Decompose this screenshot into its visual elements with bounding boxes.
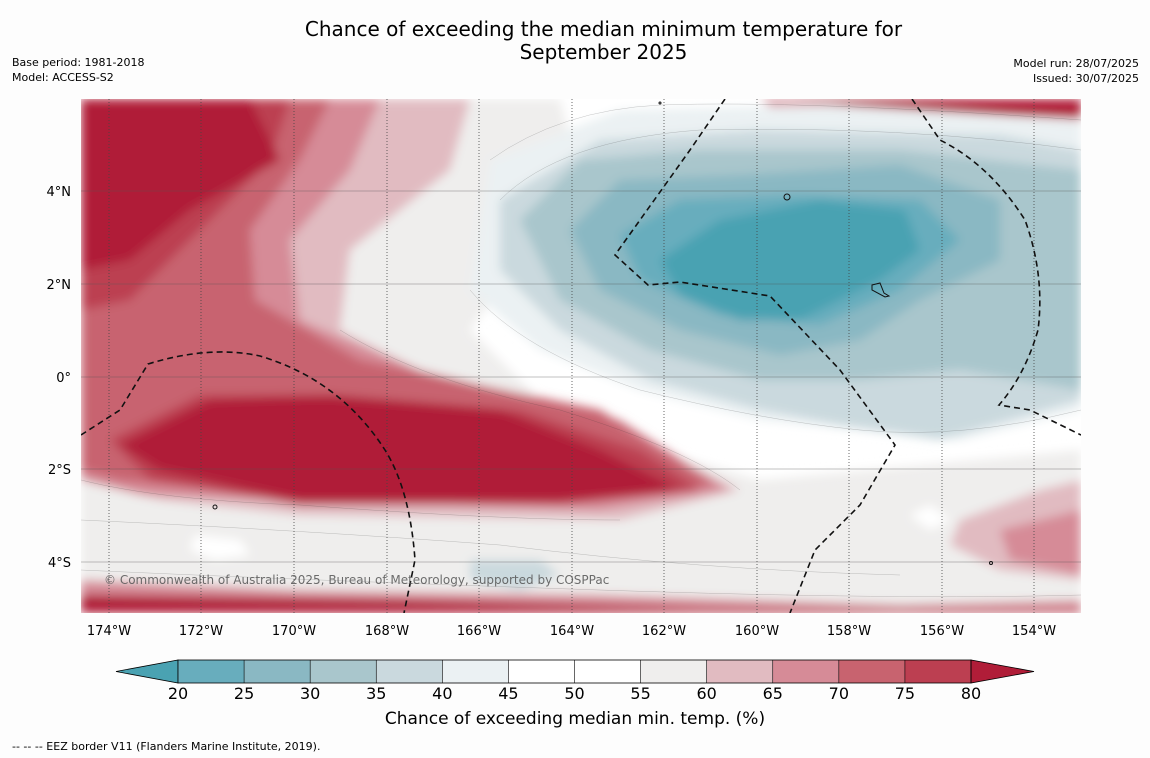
gridlines bbox=[81, 99, 1081, 613]
lon-label: 174°W bbox=[87, 624, 131, 639]
colorbar-extend-low bbox=[115, 659, 179, 684]
model-text: Model: ACCESS-S2 bbox=[12, 71, 114, 84]
colorbar-tick-label: 30 bbox=[300, 684, 320, 703]
colorbar bbox=[115, 659, 1035, 684]
colorbar-extend-high bbox=[970, 659, 1035, 684]
colorbar-segment bbox=[904, 660, 972, 683]
colorbar-tick-label: 40 bbox=[432, 684, 452, 703]
lon-label: 168°W bbox=[365, 624, 409, 639]
title-line-2: September 2025 bbox=[519, 40, 688, 64]
lon-label: 166°W bbox=[457, 624, 501, 639]
colorbar-tick-label: 65 bbox=[763, 684, 783, 703]
probability-field bbox=[81, 99, 1081, 613]
colorbar-tick-label: 60 bbox=[696, 684, 716, 703]
lon-label: 162°W bbox=[642, 624, 686, 639]
colorbar-segment bbox=[244, 660, 311, 683]
colorbar-segment bbox=[310, 660, 377, 683]
colorbar-segment bbox=[574, 660, 642, 683]
map-title: Chance of exceeding the median minimum t… bbox=[0, 18, 1150, 64]
colorbar-segment bbox=[376, 660, 443, 683]
lat-label: 4°S bbox=[48, 556, 71, 571]
copyright-text: © Commonwealth of Australia 2025, Bureau… bbox=[104, 573, 609, 587]
lon-label: 170°W bbox=[272, 624, 316, 639]
colorbar-tick-label: 80 bbox=[961, 684, 981, 703]
lat-label: 2°N bbox=[47, 278, 72, 293]
model-run-text: Model run: 28/07/2025 bbox=[1013, 57, 1139, 70]
lon-label: 154°W bbox=[1012, 624, 1056, 639]
lon-label: 160°W bbox=[735, 624, 779, 639]
lon-label: 172°W bbox=[179, 624, 223, 639]
islands bbox=[212, 101, 993, 565]
colorbar-segment bbox=[508, 660, 575, 683]
latitude-labels: 4°N 2°N 0° 2°S 4°S bbox=[47, 185, 72, 571]
lon-label: 158°W bbox=[827, 624, 871, 639]
lon-label: 156°W bbox=[920, 624, 964, 639]
colorbar-title: Chance of exceeding median min. temp. (%… bbox=[384, 709, 766, 729]
colorbar-segment bbox=[640, 660, 708, 683]
model-info: Base period: 1981-2018 Model: ACCESS-S2 bbox=[12, 55, 144, 85]
colorbar-tick-label: 45 bbox=[498, 684, 518, 703]
lon-label: 164°W bbox=[550, 624, 594, 639]
longitude-labels: 174°W 172°W 170°W 168°W 166°W 164°W 162°… bbox=[87, 624, 1056, 639]
colorbar-segment bbox=[838, 660, 906, 683]
run-info: Model run: 28/07/2025 Issued: 30/07/2025 bbox=[1013, 56, 1139, 86]
colorbar-tick-label: 35 bbox=[366, 684, 386, 703]
colorbar-segment bbox=[772, 660, 840, 683]
colorbar-segment bbox=[442, 660, 509, 683]
colorbar-segment bbox=[706, 660, 774, 683]
lat-label: 4°N bbox=[47, 185, 72, 200]
colorbar-tick-label: 70 bbox=[829, 684, 849, 703]
eez-footnote: -- -- -- EEZ border V11 (Flanders Marine… bbox=[12, 740, 321, 753]
colorbar-tick-labels: 20 25 30 35 40 45 50 55 60 65 70 75 80 bbox=[168, 684, 981, 703]
lat-label: 0° bbox=[56, 371, 71, 386]
colorbar-tick-label: 50 bbox=[564, 684, 584, 703]
lat-label: 2°S bbox=[48, 463, 71, 478]
title-line-1: Chance of exceeding the median minimum t… bbox=[304, 17, 903, 41]
colorbar-segment bbox=[178, 660, 245, 683]
eez-border-lines bbox=[81, 99, 1081, 613]
colorbar-tick-label: 25 bbox=[234, 684, 254, 703]
colorbar-tick-label: 20 bbox=[168, 684, 188, 703]
colorbar-tick-label: 75 bbox=[895, 684, 915, 703]
base-period-text: Base period: 1981-2018 bbox=[12, 56, 145, 69]
colorbar-tick-label: 55 bbox=[630, 684, 650, 703]
issued-text: Issued: 30/07/2025 bbox=[1032, 72, 1139, 85]
